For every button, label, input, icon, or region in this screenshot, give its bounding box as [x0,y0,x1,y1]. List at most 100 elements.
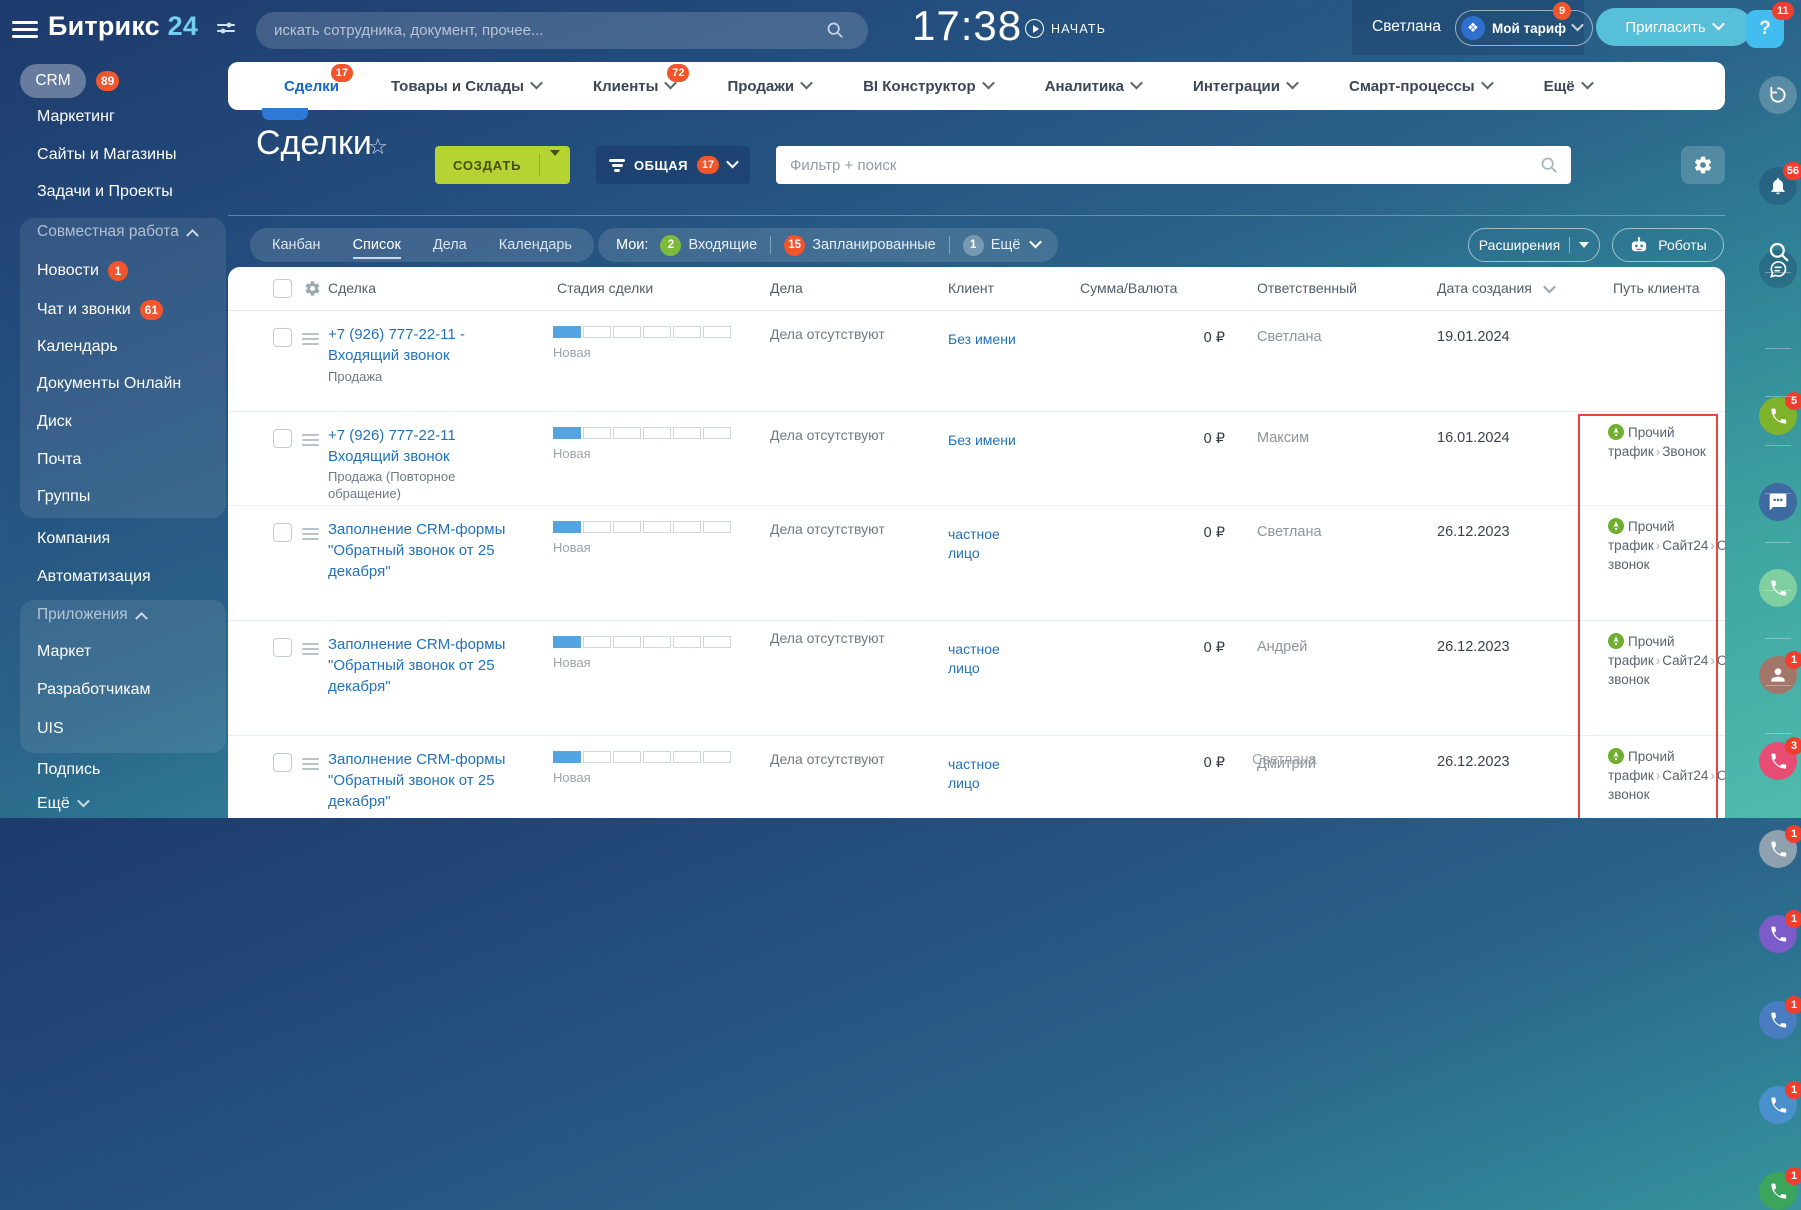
responsible-cell[interactable]: Светлана [1257,329,1322,345]
current-user-name[interactable]: Светлана [1372,18,1441,35]
phone-green-icon[interactable]: 5 [1759,392,1801,435]
drag-handle-icon[interactable] [302,330,319,348]
sidebar-item-automation[interactable]: Автоматизация [37,568,151,586]
path-segment[interactable]: Сайт24 [1662,768,1709,783]
path-segment[interactable]: Прочий трафик [1608,519,1675,553]
view-list[interactable]: Список [337,228,417,262]
column-header-client[interactable]: Клиент [948,280,995,296]
path-segment[interactable]: Прочий трафик [1608,634,1675,668]
sidebar-group-collaboration[interactable]: Совместная работа [37,223,199,242]
deal-title-link[interactable]: +7 (926) 777-22-11 Входящий звонок [328,427,456,465]
select-all-checkbox[interactable] [273,279,292,298]
deal-title-link[interactable]: Заполнение CRM-формы "Обратный звонок от… [328,636,506,695]
sort-chevron-down-icon[interactable] [1543,280,1556,294]
counter-incoming[interactable]: 2 Входящие [660,234,757,256]
stage-progress-bar[interactable] [553,636,731,648]
responsible-cell[interactable]: Андрей [1257,639,1308,655]
rail-search-icon[interactable] [1768,241,1790,263]
sidebar-item-more[interactable]: Ещё [37,794,90,813]
extensions-button[interactable]: Расширения [1468,228,1600,262]
view-kanban[interactable]: Канбан [256,228,337,262]
invite-button[interactable]: Пригласить [1596,8,1752,46]
deal-title-link[interactable]: +7 (926) 777-22-11 - Входящий звонок [328,326,465,364]
extensions-dropdown-arrow[interactable] [1579,242,1590,248]
sidebar-item-company[interactable]: Компания [37,530,110,548]
grid-settings-button[interactable] [1681,146,1725,184]
row-checkbox[interactable] [273,328,292,347]
path-segment[interactable]: Обратный звонок [1608,653,1725,687]
sidebar-item-signature[interactable]: Подпись [37,761,100,779]
row-checkbox[interactable] [273,429,292,448]
client-link[interactable]: частное лицо [948,526,1000,561]
column-header-activities[interactable]: Дела [770,280,803,296]
client-link[interactable]: Без имени [948,432,1016,448]
sidebar-item-sites[interactable]: Сайты и Магазины [37,146,176,164]
create-dropdown-arrow[interactable] [540,150,570,174]
drag-handle-icon[interactable] [302,525,319,543]
favorite-star-icon[interactable]: ☆ [368,134,388,159]
phone-steelblue-icon[interactable]: 1 [1759,1081,1801,1124]
search-icon[interactable] [826,21,844,44]
table-row[interactable]: Заполнение CRM-формы "Обратный звонок от… [228,735,1725,818]
filter-search-input[interactable] [776,146,1571,184]
notifications-bell-icon[interactable]: 56 [1759,162,1801,205]
sidebar-item-developers[interactable]: Разработчикам [37,681,151,699]
column-header-responsible[interactable]: Ответственный [1257,280,1357,296]
column-header-created[interactable]: Дата создания [1437,280,1532,296]
path-segment[interactable]: Обратный звонок [1608,768,1725,802]
column-header-amount[interactable]: Сумма/Валюта [1080,280,1178,296]
counter-planned[interactable]: 15 Запланированные [784,234,936,256]
responsible-cell[interactable]: Светлана [1257,524,1322,540]
sidebar-item-uis[interactable]: UIS [37,720,64,738]
sidebar-item-disk[interactable]: Диск [37,413,72,431]
phone-blue-icon[interactable]: 1 [1759,996,1801,1039]
drag-handle-icon[interactable] [302,640,319,658]
deal-title-link[interactable]: Заполнение CRM-формы "Обратный звонок от… [328,751,506,810]
phone-pink-icon[interactable]: 3 [1759,737,1801,780]
tab-integrations[interactable]: Интеграции [1193,76,1299,95]
client-link[interactable]: частное лицо [948,756,1000,791]
row-checkbox[interactable] [273,753,292,772]
start-workday-button[interactable]: НАЧАТЬ [1025,19,1106,38]
sidebar-item-tasks[interactable]: Задачи и Проекты [37,183,173,201]
tab-smart-processes[interactable]: Смарт-процессы [1349,76,1494,95]
path-segment[interactable]: Сайт24 [1662,653,1709,668]
group-chat-icon[interactable] [1759,483,1797,521]
path-segment[interactable]: Прочий трафик [1608,749,1675,783]
filter-search-icon[interactable] [1540,156,1558,179]
robots-button[interactable]: Роботы [1612,228,1724,262]
drag-handle-icon[interactable] [302,431,319,449]
path-segment[interactable]: Сайт24 [1662,538,1709,553]
table-row[interactable]: Заполнение CRM-формы "Обратный звонок от… [228,620,1725,736]
sidebar-item-mail[interactable]: Почта [37,451,81,469]
time-tracker-clock[interactable]: 17:38 [912,2,1023,49]
global-search-input[interactable] [256,12,868,49]
create-deal-button[interactable]: СОЗДАТЬ [435,146,571,184]
path-segment[interactable]: Обратный звонок [1608,538,1725,572]
path-segment[interactable]: Прочий трафик [1608,425,1675,459]
client-link[interactable]: частное лицо [948,641,1000,676]
row-checkbox[interactable] [273,523,292,542]
tab-clients[interactable]: Клиенты 72 [593,63,690,95]
column-header-stage[interactable]: Стадия сделки [557,280,654,296]
tab-bi-builder[interactable]: BI Конструктор [863,76,995,95]
phone-gray-icon[interactable]: 1 [1759,825,1801,868]
column-header-client-path[interactable]: Путь клиента [1613,280,1700,296]
logo-settings-sliders-icon[interactable] [216,20,236,36]
tab-products[interactable]: Товары и Склады [391,76,543,95]
deal-title-link[interactable]: Заполнение CRM-формы "Обратный звонок от… [328,521,506,580]
row-checkbox[interactable] [273,638,292,657]
my-tariff-button[interactable]: ❖ Мой тариф [1455,10,1594,46]
responsible-cell[interactable]: Дмитрий [1257,756,1316,772]
table-row[interactable]: Заполнение CRM-формы "Обратный звонок от… [228,505,1725,621]
tab-deals[interactable]: Сделки 17 [284,63,353,95]
stage-progress-bar[interactable] [553,427,731,439]
sidebar-item-groups[interactable]: Группы [37,488,90,506]
columns-settings-gear-icon[interactable] [304,280,321,297]
client-link[interactable]: Без имени [948,331,1016,347]
sidebar-group-apps[interactable]: Приложения [37,606,148,625]
column-header-deal[interactable]: Сделка [328,280,376,296]
responsible-cell[interactable]: Максим [1257,430,1310,446]
sidebar-item-chat-calls[interactable]: Чат и звонки 61 [37,300,164,320]
sidebar-item-market[interactable]: Маркет [37,643,91,661]
